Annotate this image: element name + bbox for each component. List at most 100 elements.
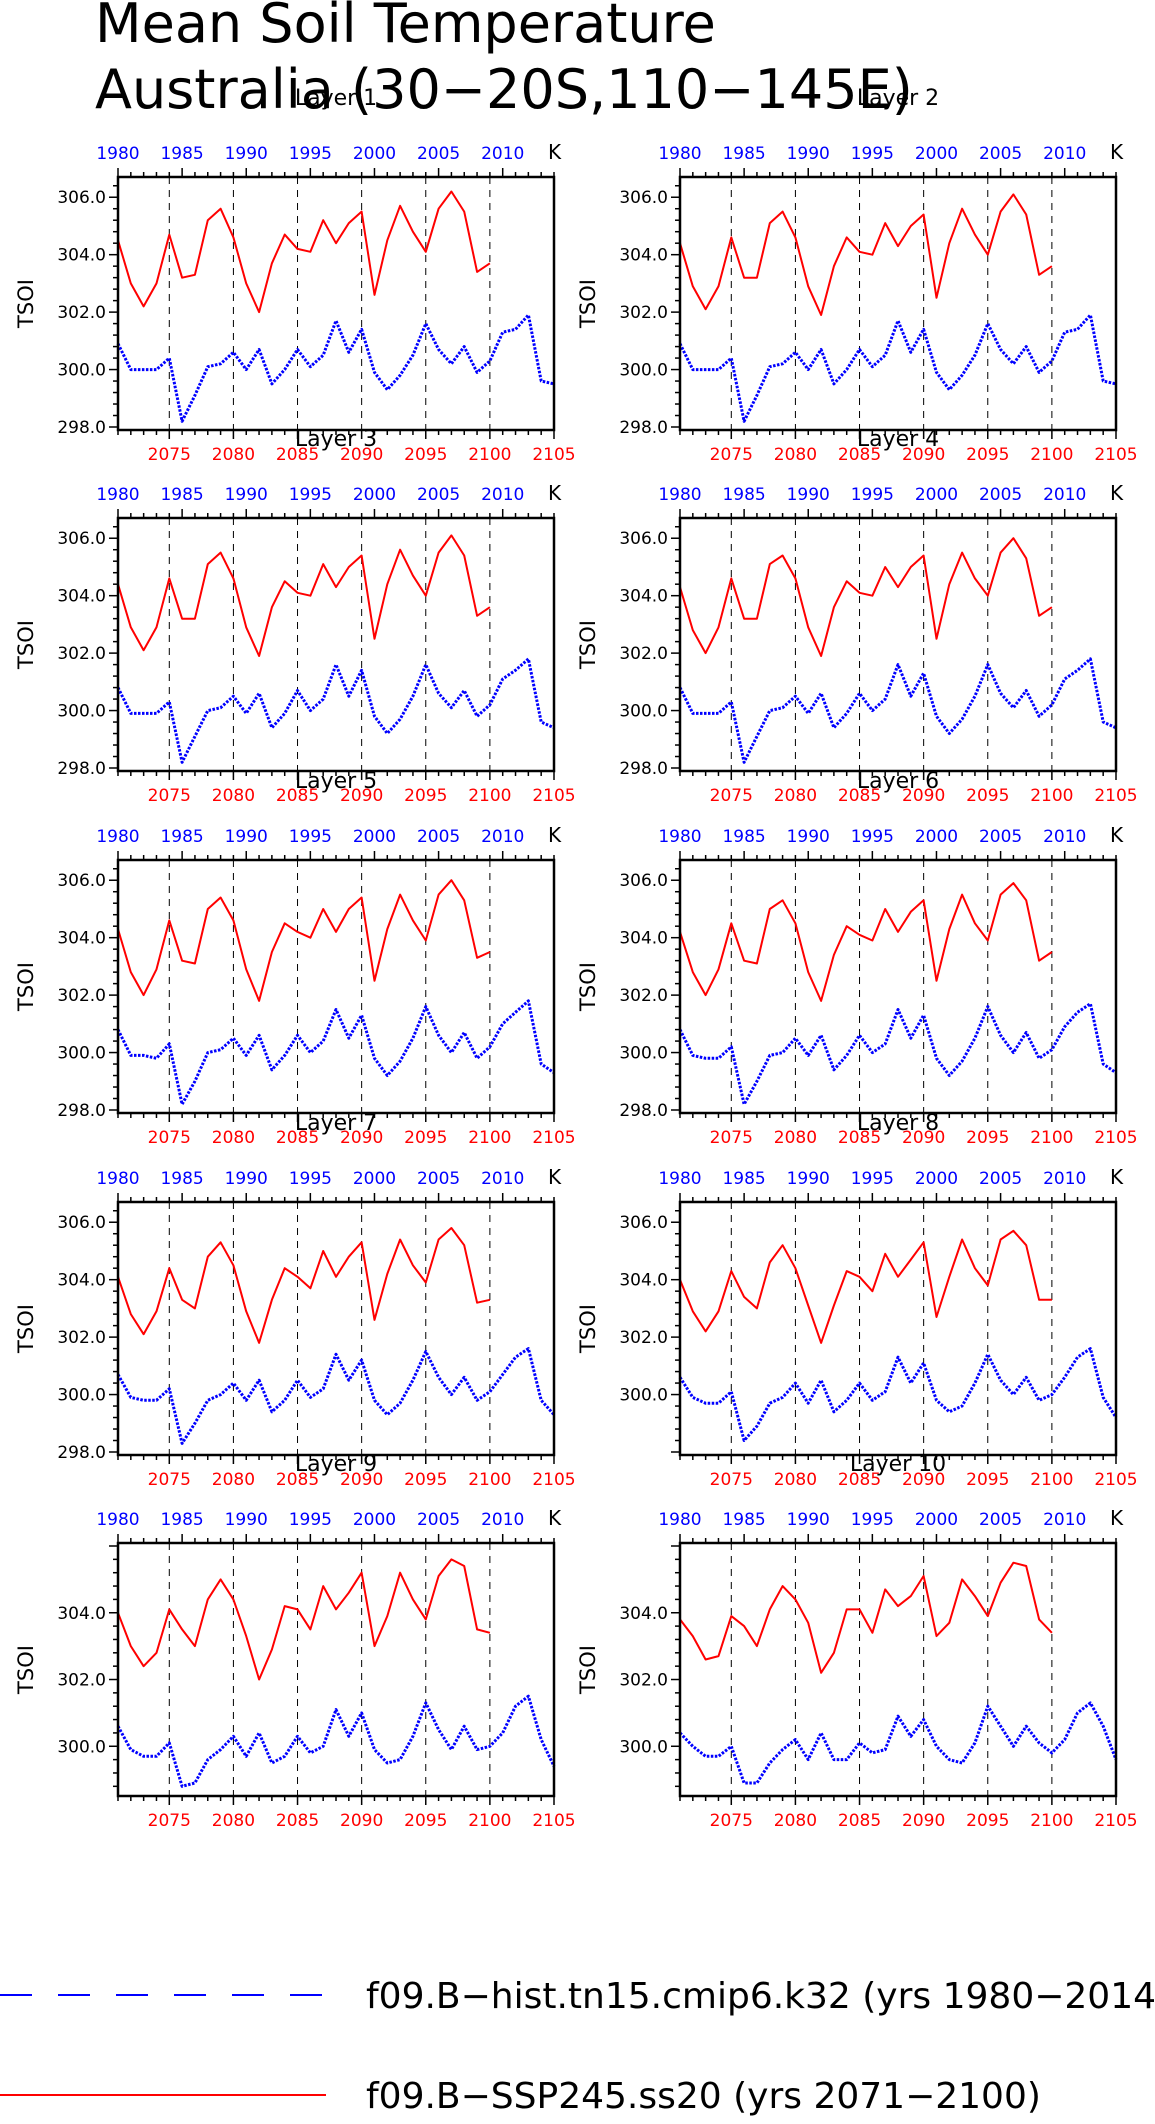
y-tick-label: 304.0 bbox=[619, 587, 668, 607]
panel-title: Layer 3 bbox=[295, 427, 377, 452]
chart-panel-3: Layer 3 K TSOI 2075 2080 2085 2090 2095 2100 2105… bbox=[14, 427, 576, 806]
x-tick-label-top: 1990 bbox=[787, 1510, 830, 1530]
y-tick-label: 302.0 bbox=[619, 303, 668, 323]
x-tick-label-bottom: 2095 bbox=[966, 786, 1009, 806]
x-tick-label-bottom: 2095 bbox=[404, 1470, 447, 1490]
x-tick-label-bottom: 2075 bbox=[148, 445, 191, 465]
x-tick-label-bottom: 2075 bbox=[710, 1470, 753, 1490]
y-axis-label: TSOI bbox=[576, 620, 600, 670]
panel-title: Layer 5 bbox=[295, 769, 377, 794]
x-tick-label-bottom: 2080 bbox=[774, 1470, 817, 1490]
units-label: K bbox=[1110, 823, 1124, 847]
x-tick-label-top: 1980 bbox=[658, 1169, 701, 1189]
legend: f09.B−hist.tn15.cmip6.k32 (yrs 1980−2014… bbox=[0, 1976, 1155, 2117]
x-tick-label-bottom: 2080 bbox=[212, 1128, 255, 1148]
x-tick-label-bottom: 2075 bbox=[148, 1811, 191, 1831]
x-tick-label-top: 1990 bbox=[225, 1510, 268, 1530]
series-line-hist bbox=[116, 1347, 556, 1445]
series-line-ssp bbox=[117, 534, 491, 657]
x-tick-label-top: 2005 bbox=[979, 485, 1022, 505]
plot-frame bbox=[116, 1200, 556, 1457]
x-tick-label-bottom: 2095 bbox=[966, 1128, 1009, 1148]
x-tick-label-top: 1990 bbox=[787, 827, 830, 847]
y-tick-label: 304.0 bbox=[619, 246, 668, 266]
x-tick-label-top: 1985 bbox=[722, 1510, 765, 1530]
x-tick-label-bottom: 2090 bbox=[340, 445, 383, 465]
x-tick-label-top: 1985 bbox=[722, 485, 765, 505]
x-tick-label-top: 1980 bbox=[658, 144, 701, 164]
x-tick-label-bottom: 2095 bbox=[404, 1128, 447, 1148]
chart-panel-9: Layer 9 K TSOI 2075 2080 2085 2090 2095 2100 2105… bbox=[14, 1452, 576, 1831]
x-tick-label-bottom: 2105 bbox=[1094, 1128, 1137, 1148]
x-tick-label-bottom: 2105 bbox=[1094, 786, 1137, 806]
x-tick-label-top: 2000 bbox=[353, 144, 396, 164]
x-tick-label-bottom: 2085 bbox=[838, 1128, 881, 1148]
x-tick-label-bottom: 2090 bbox=[340, 786, 383, 806]
x-tick-label-bottom: 2085 bbox=[838, 1470, 881, 1490]
x-tick-label-top: 2010 bbox=[1043, 144, 1086, 164]
x-tick-label-bottom: 2090 bbox=[902, 1811, 945, 1831]
x-tick-label-top: 1995 bbox=[851, 1169, 894, 1189]
x-tick-label-bottom: 2100 bbox=[1030, 786, 1073, 806]
series-line-hist bbox=[678, 1002, 1117, 1106]
x-tick-label-bottom: 2075 bbox=[710, 786, 753, 806]
x-tick-label-top: 1990 bbox=[225, 485, 268, 505]
units-label: K bbox=[548, 823, 562, 847]
x-tick-label-top: 1985 bbox=[160, 1510, 203, 1530]
x-tick-label-top: 2010 bbox=[1043, 1169, 1086, 1189]
x-tick-label-top: 1980 bbox=[658, 485, 701, 505]
series-line-ssp bbox=[679, 1229, 1052, 1344]
series-line-ssp bbox=[117, 1227, 491, 1344]
series-line-hist bbox=[116, 1694, 556, 1788]
x-tick-label-bottom: 2075 bbox=[710, 1128, 753, 1148]
y-tick-label: 300.0 bbox=[57, 1044, 106, 1064]
y-tick-label: 304.0 bbox=[57, 1271, 106, 1291]
y-axis-label: TSOI bbox=[14, 279, 38, 329]
x-tick-label-top: 2005 bbox=[979, 1169, 1022, 1189]
y-tick-label: 302.0 bbox=[57, 1671, 106, 1691]
x-tick-label-top: 2010 bbox=[481, 1169, 524, 1189]
series-line-hist bbox=[116, 999, 555, 1106]
y-axis-label: TSOI bbox=[14, 620, 38, 670]
x-tick-label-bottom: 2085 bbox=[276, 786, 319, 806]
y-axis-label: TSOI bbox=[14, 1645, 38, 1695]
x-tick-label-top: 1995 bbox=[289, 485, 332, 505]
y-tick-label: 306.0 bbox=[619, 188, 668, 208]
x-tick-label-top: 1980 bbox=[96, 144, 139, 164]
x-tick-label-top: 2010 bbox=[481, 144, 524, 164]
x-tick-label-top: 1985 bbox=[160, 144, 203, 164]
y-tick-label: 300.0 bbox=[57, 1737, 106, 1757]
x-tick-label-top: 2000 bbox=[915, 1510, 958, 1530]
x-tick-label-top: 2005 bbox=[417, 827, 460, 847]
x-tick-label-bottom: 2100 bbox=[468, 1811, 511, 1831]
x-tick-label-top: 1980 bbox=[96, 1169, 139, 1189]
x-tick-label-top: 1985 bbox=[160, 485, 203, 505]
x-tick-label-bottom: 2095 bbox=[404, 1811, 447, 1831]
chart-panel-2: Layer 2 K TSOI 2075 2080 2085 2090 2095 2100 2105… bbox=[576, 86, 1138, 465]
x-tick-label-bottom: 2105 bbox=[532, 1128, 575, 1148]
y-tick-label: 300.0 bbox=[619, 1044, 668, 1064]
y-tick-label: 304.0 bbox=[57, 1604, 106, 1624]
plot-frame bbox=[116, 175, 556, 432]
x-tick-label-bottom: 2080 bbox=[212, 445, 255, 465]
series-line-hist bbox=[678, 1347, 1118, 1442]
y-tick-label: 306.0 bbox=[57, 871, 106, 891]
y-tick-label: 306.0 bbox=[619, 529, 668, 549]
x-tick-label-top: 2000 bbox=[915, 1169, 958, 1189]
series-line-ssp bbox=[117, 190, 491, 314]
x-tick-label-top: 1980 bbox=[96, 827, 139, 847]
x-tick-label-top: 2005 bbox=[417, 485, 460, 505]
series-line-hist bbox=[678, 657, 1117, 764]
y-tick-label: 298.0 bbox=[57, 418, 106, 438]
series-line-ssp bbox=[679, 193, 1053, 316]
units-label: K bbox=[548, 481, 562, 505]
y-tick-label: 298.0 bbox=[619, 1101, 668, 1121]
plot-frame bbox=[678, 516, 1118, 773]
panel-title: Layer 6 bbox=[857, 769, 939, 794]
y-tick-label: 304.0 bbox=[619, 1604, 668, 1624]
y-tick-label: 300.0 bbox=[619, 702, 668, 722]
panel-title: Layer 4 bbox=[857, 427, 939, 452]
y-axis-label: TSOI bbox=[576, 1304, 600, 1354]
series-line-hist bbox=[678, 1701, 1118, 1785]
x-tick-label-top: 1980 bbox=[658, 827, 701, 847]
